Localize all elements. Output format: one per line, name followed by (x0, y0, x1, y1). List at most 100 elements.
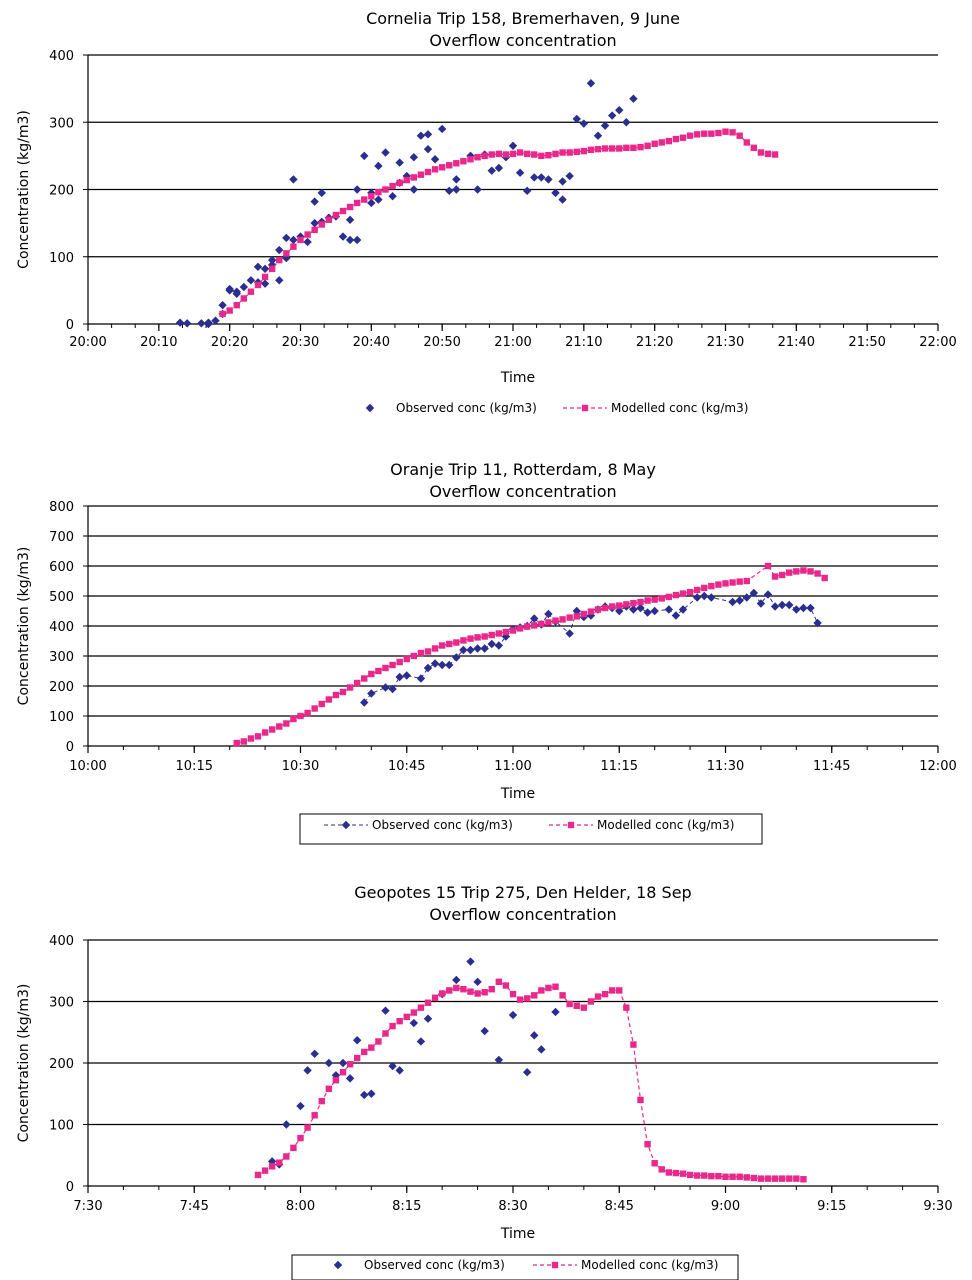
modelled-point (524, 995, 530, 1001)
modelled-point (524, 151, 530, 157)
chart-title: Oranje Trip 11, Rotterdam, 8 May (390, 460, 656, 479)
modelled-point (772, 1175, 778, 1181)
modelled-point (297, 237, 303, 243)
observed-point (615, 106, 623, 114)
observed-point (743, 593, 751, 601)
modelled-point (241, 738, 247, 744)
modelled-point (630, 145, 636, 151)
legend-modelled-marker (568, 822, 574, 828)
observed-point (544, 610, 552, 618)
modelled-point (389, 183, 395, 189)
modelled-point (467, 988, 473, 994)
observed-point (445, 187, 453, 195)
observed-point (558, 177, 566, 185)
modelled-point (446, 162, 452, 168)
legend: Observed conc (kg/m3) Modelled conc (kg/m… (292, 1255, 738, 1280)
modelled-point (673, 136, 679, 142)
observed-point (395, 1066, 403, 1074)
observed-point (410, 185, 418, 193)
modelled-point (694, 131, 700, 137)
x-tick-label: 11:00 (494, 759, 531, 774)
modelled-point (673, 592, 679, 598)
y-tick-label: 100 (49, 251, 74, 266)
modelled-point (609, 987, 615, 993)
observed-point (360, 152, 368, 160)
modelled-point (574, 1003, 580, 1009)
modelled-point (701, 585, 707, 591)
modelled-point (396, 1018, 402, 1024)
modelled-point (453, 160, 459, 166)
modelled-point (623, 145, 629, 151)
legend-modelled-marker (552, 1262, 558, 1268)
observed-point (282, 1120, 290, 1128)
modelled-point (687, 589, 693, 595)
modelled-point (566, 614, 572, 620)
modelled-point (651, 596, 657, 602)
observed-point (565, 629, 573, 637)
observed-point (403, 671, 411, 679)
modelled-point (708, 1173, 714, 1179)
modelled-point (644, 597, 650, 603)
modelled-point (347, 204, 353, 210)
y-tick-label: 0 (66, 318, 74, 333)
modelled-point (326, 696, 332, 702)
legend-observed-marker (366, 404, 374, 412)
observed-point (275, 276, 283, 284)
x-tick-label: 7:45 (180, 1199, 209, 1214)
modelled-point (602, 145, 608, 151)
modelled-point (545, 985, 551, 991)
modelled-point (729, 1174, 735, 1180)
modelled-point (566, 1001, 572, 1007)
observed-point (438, 125, 446, 133)
modelled-line (223, 132, 776, 314)
modelled-point (779, 572, 785, 578)
modelled-point (765, 563, 771, 569)
series-modelled (234, 563, 828, 746)
modelled-point (304, 1124, 310, 1130)
modelled-point (574, 613, 580, 619)
modelled-point (311, 705, 317, 711)
observed-point (806, 604, 814, 612)
chart-2: Oranje Trip 11, Rotterdam, 8 MayOverflow… (16, 460, 957, 844)
observed-point (218, 301, 226, 309)
modelled-point (255, 733, 261, 739)
x-tick-label: 21:40 (778, 335, 815, 350)
modelled-point (758, 1175, 764, 1181)
modelled-point (510, 627, 516, 633)
x-tick-label: 10:30 (282, 759, 319, 774)
modelled-point (651, 141, 657, 147)
modelled-point (326, 1086, 332, 1092)
modelled-point (503, 629, 509, 635)
y-tick-label: 0 (66, 1180, 74, 1195)
modelled-point (673, 1170, 679, 1176)
modelled-point (290, 716, 296, 722)
modelled-point (651, 1160, 657, 1166)
observed-point (700, 592, 708, 600)
modelled-point (354, 1055, 360, 1061)
observed-point (488, 640, 496, 648)
observed-point (353, 185, 361, 193)
observed-point (367, 199, 375, 207)
modelled-point (269, 726, 275, 732)
x-tick-label: 7:30 (73, 1199, 102, 1214)
modelled-point (418, 1004, 424, 1010)
modelled-point (255, 282, 261, 288)
modelled-point (411, 653, 417, 659)
modelled-point (460, 986, 466, 992)
modelled-point (786, 569, 792, 575)
y-axis-label: Concentration (kg/m3) (16, 984, 32, 1143)
modelled-point (368, 671, 374, 677)
observed-point (325, 1059, 333, 1067)
modelled-point (304, 231, 310, 237)
observed-point (558, 195, 566, 203)
modelled-point (226, 307, 232, 313)
modelled-point (283, 1153, 289, 1159)
modelled-point (319, 701, 325, 707)
modelled-point (276, 257, 282, 263)
modelled-point (687, 1172, 693, 1178)
modelled-point (793, 568, 799, 574)
modelled-point (581, 148, 587, 154)
modelled-point (361, 196, 367, 202)
observed-point (346, 216, 354, 224)
observed-point (417, 132, 425, 140)
